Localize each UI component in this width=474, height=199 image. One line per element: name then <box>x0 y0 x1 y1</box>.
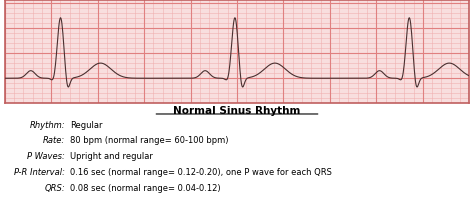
Text: P Waves:: P Waves: <box>27 152 65 161</box>
Text: Rate:: Rate: <box>43 137 65 145</box>
Text: 0.16 sec (normal range= 0.12-0.20), one P wave for each QRS: 0.16 sec (normal range= 0.12-0.20), one … <box>70 168 332 177</box>
Text: 0.08 sec (normal range= 0.04-0.12): 0.08 sec (normal range= 0.04-0.12) <box>70 184 220 193</box>
Text: 80 bpm (normal range= 60-100 bpm): 80 bpm (normal range= 60-100 bpm) <box>70 137 228 145</box>
Text: Regular: Regular <box>70 121 102 130</box>
Text: Upright and regular: Upright and regular <box>70 152 153 161</box>
Text: Rhythm:: Rhythm: <box>29 121 65 130</box>
Text: QRS:: QRS: <box>45 184 65 193</box>
Text: Normal Sinus Rhythm: Normal Sinus Rhythm <box>173 106 301 116</box>
Text: P-R Interval:: P-R Interval: <box>14 168 65 177</box>
